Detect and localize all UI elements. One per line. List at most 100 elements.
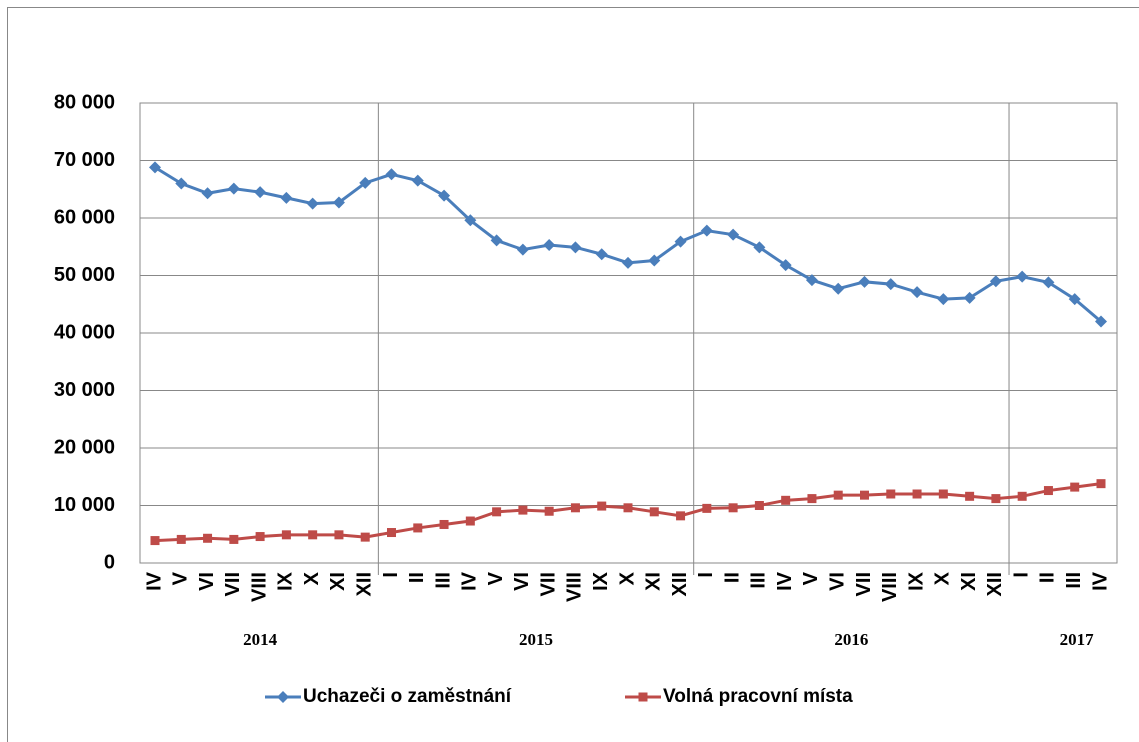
point xyxy=(176,534,186,544)
x-tick-label: VI xyxy=(196,572,218,591)
point xyxy=(439,519,449,529)
y-tick-label: 20 000 xyxy=(54,436,115,458)
point xyxy=(805,274,818,287)
x-tick-label: XI xyxy=(643,572,665,591)
x-tick-label: VI xyxy=(511,572,533,591)
point xyxy=(912,489,922,499)
point xyxy=(438,189,451,202)
point xyxy=(255,532,265,542)
point xyxy=(648,254,661,267)
x-tick-label: X xyxy=(932,571,954,585)
x-tick-label: X xyxy=(301,571,323,585)
point xyxy=(544,506,554,516)
point xyxy=(884,278,897,291)
point xyxy=(807,494,817,504)
series-line xyxy=(154,166,1102,323)
point xyxy=(201,187,214,200)
point xyxy=(254,186,267,199)
year-label: 2015 xyxy=(519,630,553,649)
y-tick-label: 60 000 xyxy=(54,206,115,228)
x-tick-label: IX xyxy=(275,571,297,591)
point xyxy=(492,507,502,517)
point xyxy=(991,494,1001,504)
point xyxy=(570,503,580,513)
point xyxy=(779,259,792,272)
x-tick-label: IX xyxy=(590,571,612,591)
x-tick-label: IV xyxy=(143,571,165,591)
x-tick-label: II xyxy=(721,572,743,583)
point xyxy=(360,532,370,542)
point xyxy=(832,282,845,295)
point xyxy=(937,293,950,306)
legend-label: Volná pracovní místa xyxy=(663,686,853,707)
y-tick-label: 40 000 xyxy=(54,321,115,343)
point xyxy=(1017,491,1027,501)
x-tick-label: III xyxy=(1063,572,1085,589)
legend-label: Uchazeči o zaměstnání xyxy=(303,686,512,707)
point xyxy=(359,176,372,189)
x-tick-label: XI xyxy=(327,572,349,591)
point xyxy=(622,256,634,269)
legend-marker xyxy=(277,691,289,703)
point xyxy=(411,174,424,187)
point xyxy=(465,516,475,526)
point xyxy=(518,505,528,515)
x-tick-label: X xyxy=(616,571,638,585)
point xyxy=(674,235,687,248)
y-tick-label: 50 000 xyxy=(54,264,115,286)
x-tick-label: II xyxy=(406,572,428,583)
x-tick-label: XII xyxy=(669,572,691,596)
year-label: 2017 xyxy=(1060,630,1095,649)
x-tick-label: XII xyxy=(354,572,376,596)
year-label: 2016 xyxy=(834,630,868,649)
point xyxy=(516,243,529,256)
point xyxy=(886,489,896,499)
point xyxy=(1016,270,1029,283)
point xyxy=(833,490,843,500)
y-tick-label: 0 xyxy=(104,551,115,573)
point xyxy=(175,177,188,190)
point xyxy=(676,511,686,521)
point xyxy=(308,530,318,540)
x-tick-label: XII xyxy=(984,572,1006,596)
point xyxy=(227,182,240,195)
point xyxy=(754,501,764,510)
point xyxy=(387,528,396,538)
x-tick-label: V xyxy=(170,571,192,585)
point xyxy=(1043,486,1053,496)
point xyxy=(334,530,344,540)
point xyxy=(385,168,398,181)
x-tick-label: IV xyxy=(459,571,481,591)
y-tick-label: 80 000 xyxy=(54,91,115,113)
x-tick-label: IV xyxy=(1089,571,1111,591)
point xyxy=(649,507,659,517)
chart-frame xyxy=(7,7,1139,742)
point xyxy=(623,503,633,513)
x-tick-label: VIII xyxy=(564,572,586,602)
point xyxy=(911,286,924,299)
point xyxy=(281,530,291,540)
point xyxy=(781,495,791,505)
point xyxy=(753,241,766,254)
point xyxy=(413,523,423,533)
point xyxy=(1070,482,1080,492)
point xyxy=(700,224,713,237)
point xyxy=(149,161,161,174)
point xyxy=(332,196,345,209)
x-tick-label: IX xyxy=(905,571,927,591)
x-tick-label: IV xyxy=(774,571,796,591)
point xyxy=(1096,479,1106,489)
x-tick-label: III xyxy=(432,572,454,589)
y-tick-label: 30 000 xyxy=(54,379,115,401)
point xyxy=(597,501,607,511)
point xyxy=(728,503,738,513)
x-tick-label: V xyxy=(800,571,822,585)
point xyxy=(306,197,319,210)
y-tick-label: 70 000 xyxy=(54,149,115,171)
point xyxy=(595,248,608,261)
point xyxy=(569,241,582,254)
year-label: 2014 xyxy=(243,630,278,649)
x-tick-label: I xyxy=(380,572,402,578)
point xyxy=(150,536,160,546)
